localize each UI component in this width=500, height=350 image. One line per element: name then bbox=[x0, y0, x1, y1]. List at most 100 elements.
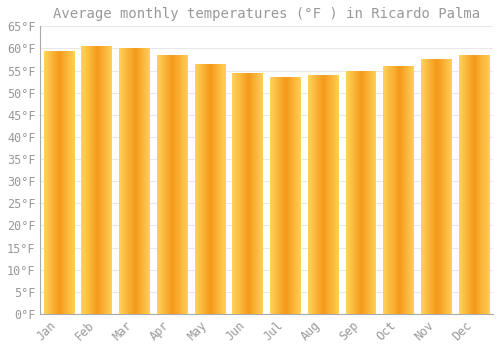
Bar bbox=[475, 55, 476, 314]
Bar bbox=[207, 64, 208, 314]
Bar bbox=[488, 55, 490, 314]
Bar bbox=[98, 46, 99, 314]
Bar bbox=[328, 75, 330, 314]
Bar bbox=[253, 73, 254, 314]
Bar bbox=[434, 60, 436, 314]
Bar bbox=[442, 60, 444, 314]
Bar bbox=[353, 71, 354, 314]
Bar bbox=[211, 64, 212, 314]
Bar bbox=[444, 60, 446, 314]
Bar bbox=[144, 48, 145, 314]
Bar bbox=[271, 77, 272, 314]
Bar bbox=[272, 77, 273, 314]
Bar bbox=[160, 55, 161, 314]
Bar bbox=[465, 55, 466, 314]
Bar bbox=[55, 51, 56, 314]
Bar bbox=[388, 66, 390, 314]
Bar bbox=[424, 60, 425, 314]
Bar bbox=[172, 55, 174, 314]
Bar bbox=[438, 60, 440, 314]
Bar bbox=[146, 48, 147, 314]
Bar bbox=[46, 51, 47, 314]
Bar bbox=[220, 64, 222, 314]
Bar bbox=[257, 73, 258, 314]
Bar bbox=[66, 51, 68, 314]
Bar bbox=[180, 55, 182, 314]
Bar bbox=[108, 46, 110, 314]
Bar bbox=[358, 71, 359, 314]
Bar bbox=[290, 77, 292, 314]
Bar bbox=[319, 75, 320, 314]
Bar bbox=[201, 64, 202, 314]
Bar bbox=[141, 48, 142, 314]
Bar bbox=[246, 73, 247, 314]
Bar bbox=[270, 77, 271, 314]
Bar bbox=[425, 60, 426, 314]
Bar bbox=[51, 51, 52, 314]
Bar bbox=[54, 51, 55, 314]
Bar bbox=[100, 46, 101, 314]
Bar bbox=[232, 73, 234, 314]
Bar bbox=[222, 64, 224, 314]
Bar bbox=[255, 73, 256, 314]
Bar bbox=[94, 46, 95, 314]
Bar bbox=[317, 75, 318, 314]
Bar bbox=[480, 55, 482, 314]
Bar bbox=[295, 77, 296, 314]
Bar bbox=[374, 71, 376, 314]
Bar bbox=[101, 46, 102, 314]
Bar bbox=[436, 60, 438, 314]
Bar bbox=[124, 48, 126, 314]
Bar bbox=[318, 75, 319, 314]
Bar bbox=[396, 66, 398, 314]
Bar bbox=[280, 77, 281, 314]
Bar bbox=[130, 48, 132, 314]
Bar bbox=[372, 71, 374, 314]
Bar bbox=[316, 75, 317, 314]
Bar bbox=[90, 46, 92, 314]
Bar bbox=[236, 73, 238, 314]
Bar bbox=[278, 77, 280, 314]
Bar bbox=[148, 48, 149, 314]
Bar bbox=[56, 51, 57, 314]
Bar bbox=[182, 55, 184, 314]
Bar bbox=[167, 55, 168, 314]
Bar bbox=[482, 55, 484, 314]
Bar bbox=[407, 66, 408, 314]
Bar bbox=[314, 75, 315, 314]
Bar bbox=[348, 71, 350, 314]
Bar bbox=[244, 73, 246, 314]
Bar bbox=[275, 77, 276, 314]
Bar bbox=[386, 66, 388, 314]
Bar bbox=[296, 77, 297, 314]
Bar bbox=[448, 60, 449, 314]
Bar bbox=[206, 64, 207, 314]
Bar bbox=[176, 55, 178, 314]
Bar bbox=[92, 46, 93, 314]
Bar bbox=[48, 51, 49, 314]
Bar bbox=[140, 48, 141, 314]
Bar bbox=[110, 46, 112, 314]
Bar bbox=[423, 60, 424, 314]
Bar bbox=[210, 64, 211, 314]
Bar bbox=[474, 55, 475, 314]
Bar bbox=[204, 64, 205, 314]
Bar bbox=[410, 66, 411, 314]
Bar bbox=[430, 60, 432, 314]
Bar bbox=[58, 51, 59, 314]
Bar bbox=[250, 73, 251, 314]
Bar bbox=[355, 71, 356, 314]
Bar bbox=[186, 55, 187, 314]
Bar bbox=[284, 77, 286, 314]
Bar bbox=[447, 60, 448, 314]
Bar bbox=[174, 55, 176, 314]
Bar bbox=[122, 48, 124, 314]
Bar bbox=[288, 77, 290, 314]
Bar bbox=[297, 77, 298, 314]
Bar bbox=[298, 77, 299, 314]
Bar bbox=[346, 71, 348, 314]
Bar bbox=[120, 48, 121, 314]
Bar bbox=[282, 77, 284, 314]
Bar bbox=[234, 73, 236, 314]
Bar bbox=[50, 51, 51, 314]
